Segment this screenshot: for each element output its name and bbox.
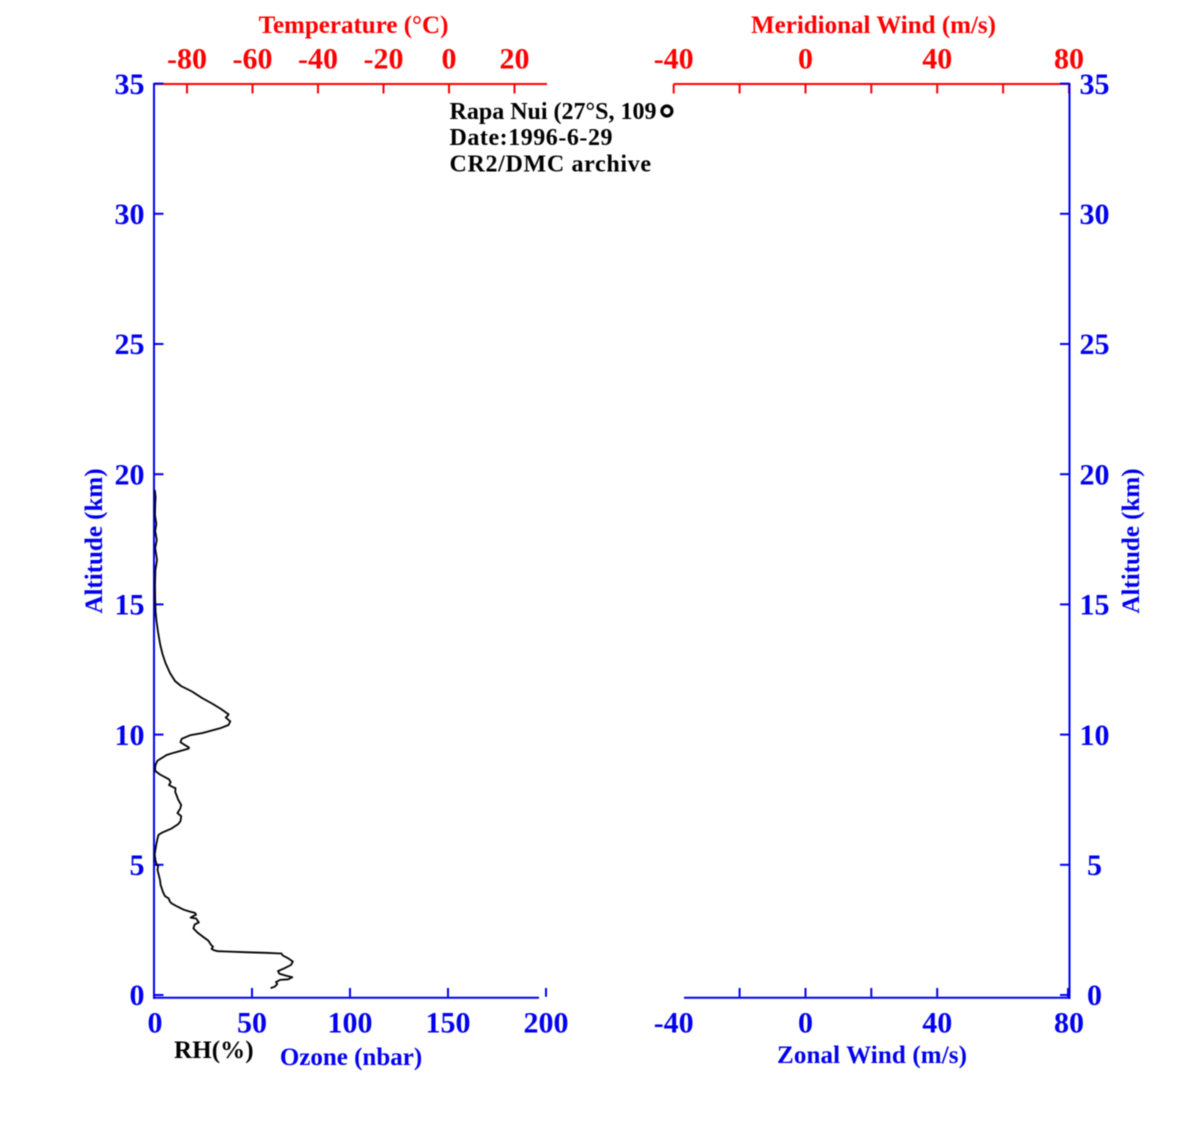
svg-text:40: 40 <box>922 43 952 76</box>
svg-text:0: 0 <box>442 43 457 76</box>
svg-text:0: 0 <box>130 979 145 1012</box>
svg-text:80: 80 <box>1054 1007 1084 1040</box>
svg-text:5: 5 <box>130 849 145 882</box>
svg-text:35: 35 <box>115 68 145 101</box>
svg-text:80: 80 <box>1054 43 1084 76</box>
svg-text:50: 50 <box>237 1007 267 1040</box>
svg-text:Altitude (km): Altitude (km) <box>1118 468 1145 613</box>
svg-text:15: 15 <box>1080 589 1110 622</box>
svg-text:CR2/DMC archive: CR2/DMC archive <box>450 152 652 178</box>
svg-text:100: 100 <box>328 1007 373 1040</box>
svg-text:20: 20 <box>115 458 145 491</box>
svg-text:Meridional Wind (m/s): Meridional Wind (m/s) <box>751 12 996 39</box>
svg-text:Zonal Wind (m/s): Zonal Wind (m/s) <box>777 1042 967 1069</box>
svg-text:-40: -40 <box>298 43 338 76</box>
svg-text:0: 0 <box>798 43 813 76</box>
svg-text:-80: -80 <box>167 43 207 76</box>
svg-text:Ozone (nbar): Ozone (nbar) <box>280 1044 422 1071</box>
svg-text:30: 30 <box>1080 198 1110 231</box>
svg-text:30: 30 <box>115 198 145 231</box>
svg-text:10: 10 <box>1080 719 1110 752</box>
svg-text:-60: -60 <box>233 43 273 76</box>
svg-text:Altitude (km): Altitude (km) <box>81 468 108 613</box>
svg-text:0: 0 <box>148 1007 163 1040</box>
svg-text:-20: -20 <box>364 43 404 76</box>
svg-text:0: 0 <box>1087 979 1102 1012</box>
svg-text:25: 25 <box>1080 328 1110 361</box>
svg-text:5: 5 <box>1087 849 1102 882</box>
svg-text:-40: -40 <box>654 43 694 76</box>
svg-text:Date:1996-6-29: Date:1996-6-29 <box>450 125 613 151</box>
svg-text:10: 10 <box>115 719 145 752</box>
svg-text:Temperature (°C): Temperature (°C) <box>259 12 449 39</box>
svg-text:200: 200 <box>524 1007 569 1040</box>
svg-text:15: 15 <box>115 589 145 622</box>
svg-text:35: 35 <box>1080 68 1110 101</box>
svg-text:Rapa Nui (27°S, 109: Rapa Nui (27°S, 109 <box>450 99 657 125</box>
svg-text:20: 20 <box>500 43 530 76</box>
svg-text:20: 20 <box>1080 458 1110 491</box>
svg-text:40: 40 <box>922 1007 952 1040</box>
svg-text:0: 0 <box>798 1007 813 1040</box>
svg-text:150: 150 <box>426 1007 471 1040</box>
svg-text:-40: -40 <box>654 1007 694 1040</box>
svg-text:25: 25 <box>115 328 145 361</box>
svg-text:RH(%): RH(%) <box>174 1037 253 1064</box>
